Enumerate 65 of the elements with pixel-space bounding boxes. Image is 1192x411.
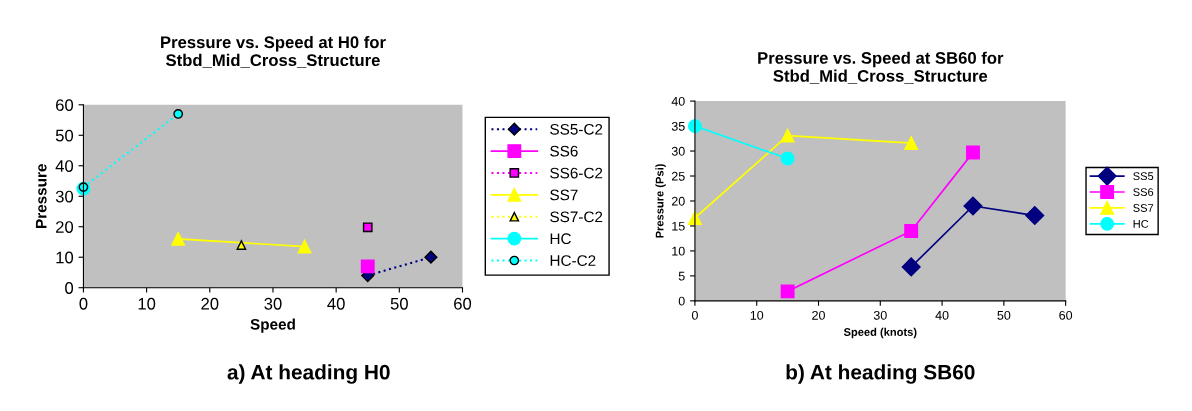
- point: [171, 231, 186, 246]
- y-tick-label: 40: [671, 96, 685, 106]
- chart-title: Pressure vs. Speed at SB60 for Stbd_Mid_Cross_Structure: [758, 51, 1004, 84]
- x-axis-title: Speed (knots): [843, 327, 917, 339]
- legend-label: SS6-C2: [550, 167, 603, 179]
- point: [362, 222, 373, 233]
- legend-label: SS6: [550, 145, 578, 157]
- y-tick-label: 0: [65, 282, 74, 294]
- y-tick-label: 30: [55, 190, 74, 203]
- point: [901, 257, 921, 277]
- point: [963, 196, 983, 216]
- x-tick-label: 20: [201, 297, 219, 310]
- x-tick-label: 60: [1059, 310, 1073, 320]
- legend-label: HC-C2: [550, 255, 596, 266]
- y-tick-label: 20: [671, 196, 685, 206]
- x-tick-label: 50: [997, 310, 1011, 320]
- x-tick-label: 50: [390, 297, 408, 310]
- point: [424, 250, 438, 264]
- legend-label: HC: [1133, 219, 1149, 228]
- text: b) At heading SB60: [786, 364, 975, 384]
- legend-label: SS5: [1133, 172, 1154, 181]
- chart-title: Pressure vs. Speed at H0 for Stbd_Mid_Cross_Structure: [161, 35, 386, 68]
- x-tick-label: 0: [691, 310, 698, 320]
- y-tick-label: 20: [56, 221, 74, 233]
- y-tick-label: 15: [672, 221, 685, 231]
- legend-label: SS7: [1133, 204, 1154, 212]
- legend-label: SS7: [550, 189, 578, 201]
- x-tick-label: 60: [454, 297, 472, 310]
- y-tick-label: 60: [56, 99, 74, 112]
- y-tick-label: 25: [671, 171, 685, 181]
- legend-label: SS7-C2: [550, 211, 603, 223]
- point: [236, 240, 247, 250]
- x-tick-label: 10: [750, 310, 764, 320]
- x-tick-label: 40: [327, 297, 345, 310]
- y-tick-label: 35: [671, 121, 685, 131]
- x-tick-label: 30: [264, 297, 282, 310]
- x-tick-label: 0: [79, 297, 88, 310]
- x-axis-title: Speed: [250, 318, 295, 333]
- y-tick-label: 10: [56, 251, 74, 264]
- point: [780, 151, 795, 166]
- y-tick-label: 10: [672, 246, 685, 256]
- point: [966, 145, 980, 160]
- point: [360, 259, 375, 274]
- y-axis-title: Pressure (Psi): [655, 164, 666, 238]
- legend-label: SS6: [1133, 188, 1154, 197]
- y-tick-label: 5: [678, 271, 685, 281]
- point: [904, 223, 919, 238]
- point: [297, 239, 312, 254]
- legend-label: HC: [550, 233, 571, 245]
- x-tick-label: 10: [138, 297, 156, 310]
- y-tick-label: 30: [671, 146, 685, 156]
- x-tick-label: 40: [935, 310, 949, 320]
- point: [780, 284, 795, 299]
- point: [173, 109, 184, 119]
- text: a) At heading H0: [227, 364, 390, 384]
- point: [904, 136, 919, 150]
- x-tick-label: 20: [812, 310, 825, 320]
- y-tick-label: 50: [55, 129, 74, 142]
- point: [780, 128, 795, 143]
- point: [78, 182, 89, 192]
- y-tick-label: 40: [55, 160, 74, 172]
- x-tick-label: 30: [873, 310, 887, 320]
- legend-label: SS5-C2: [550, 123, 603, 135]
- point: [1025, 205, 1045, 225]
- y-axis-title: Pressure: [35, 164, 47, 228]
